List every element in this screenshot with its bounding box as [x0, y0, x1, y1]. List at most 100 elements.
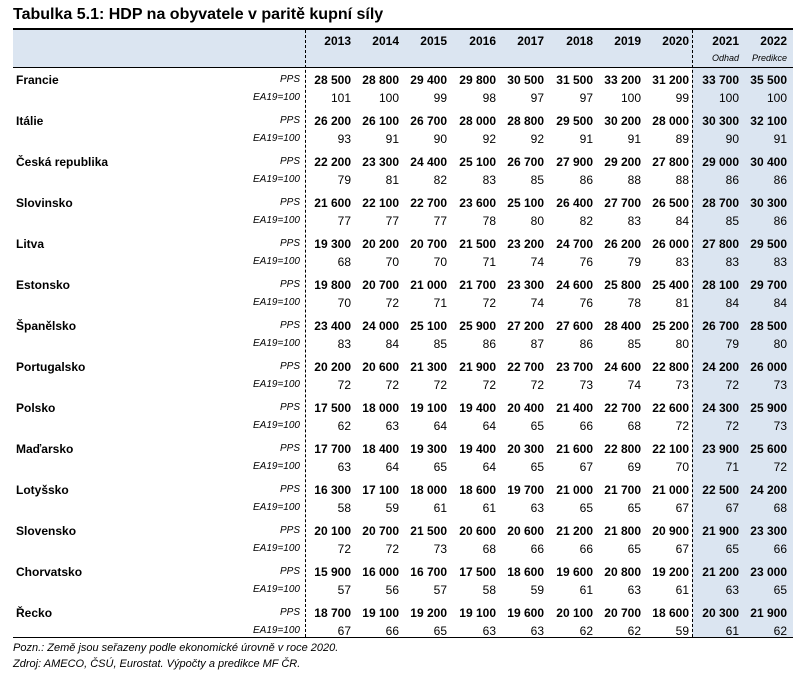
index-value-cell: 64	[433, 419, 447, 433]
pps-value-cell: 28 400	[604, 319, 641, 333]
pps-value-cell: 28 800	[507, 114, 544, 128]
index-value-cell: 83	[675, 255, 689, 269]
country-name: Španělsko	[16, 319, 77, 333]
index-value-cell: 71	[725, 460, 739, 474]
pps-value-cell: 31 500	[556, 73, 593, 87]
pps-value-cell: 21 700	[459, 278, 496, 292]
pps-value-cell: 19 400	[459, 401, 496, 415]
index-value-cell: 72	[675, 419, 689, 433]
unit-label-pps: PPS	[279, 197, 300, 208]
unit-label-index: EA19=100	[253, 502, 300, 513]
pps-value-cell: 21 000	[410, 278, 447, 292]
year-header-2015: 2015	[420, 34, 447, 48]
index-value-cell: 81	[385, 173, 399, 187]
index-value-cell: 66	[579, 542, 593, 556]
unit-label-index: EA19=100	[253, 420, 300, 431]
index-value-cell: 78	[627, 296, 641, 310]
index-value-cell: 73	[773, 378, 787, 392]
pps-value-cell: 24 600	[556, 278, 593, 292]
index-value-cell: 63	[337, 460, 351, 474]
index-value-cell: 67	[725, 501, 739, 515]
index-value-cell: 59	[675, 624, 689, 638]
pps-value-cell: 23 600	[459, 196, 496, 210]
index-value-cell: 91	[627, 132, 641, 146]
index-value-cell: 88	[675, 173, 689, 187]
pps-value-cell: 29 500	[556, 114, 593, 128]
pps-value-cell: 20 600	[459, 524, 496, 538]
pps-value-cell: 20 300	[507, 442, 544, 456]
table-title: Tabulka 5.1: HDP na obyvatele v paritě k…	[13, 6, 384, 23]
pps-value-cell: 29 500	[750, 237, 787, 251]
index-value-cell: 72	[773, 460, 787, 474]
pps-value-cell: 19 100	[362, 606, 399, 620]
unit-label-pps: PPS	[279, 607, 300, 618]
index-value-cell: 64	[385, 460, 399, 474]
index-value-cell: 73	[773, 419, 787, 433]
index-value-cell: 70	[337, 296, 351, 310]
pps-value-cell: 20 300	[702, 606, 739, 620]
country-name: Polsko	[16, 401, 56, 415]
country-name: Slovensko	[16, 524, 77, 538]
unit-label-index: EA19=100	[253, 625, 300, 636]
pps-value-cell: 26 200	[314, 114, 351, 128]
pps-value-cell: 21 600	[314, 196, 351, 210]
pps-value-cell: 19 700	[507, 483, 544, 497]
pps-value-cell: 30 400	[750, 155, 787, 169]
pps-value-cell: 19 800	[314, 278, 351, 292]
index-value-cell: 90	[725, 132, 739, 146]
pps-value-cell: 26 000	[750, 360, 787, 374]
index-value-cell: 85	[530, 173, 544, 187]
pps-value-cell: 27 200	[507, 319, 544, 333]
pps-value-cell: 21 900	[459, 360, 496, 374]
pps-value-cell: 21 200	[556, 524, 593, 538]
unit-label-index: EA19=100	[253, 174, 300, 185]
pps-value-cell: 23 900	[702, 442, 739, 456]
index-value-cell: 58	[482, 583, 496, 597]
year-header-2021: 2021	[712, 34, 739, 48]
pps-value-cell: 22 700	[410, 196, 447, 210]
pps-value-cell: 31 200	[652, 73, 689, 87]
pps-value-cell: 21 800	[604, 524, 641, 538]
year-header-2014: 2014	[372, 34, 399, 48]
index-value-cell: 63	[627, 583, 641, 597]
pps-value-cell: 28 500	[314, 73, 351, 87]
index-value-cell: 64	[482, 419, 496, 433]
pps-value-cell: 18 400	[362, 442, 399, 456]
pps-value-cell: 22 800	[604, 442, 641, 456]
pps-value-cell: 25 400	[652, 278, 689, 292]
pps-value-cell: 25 900	[459, 319, 496, 333]
country-name: Maďarsko	[16, 442, 74, 456]
index-value-cell: 90	[433, 132, 447, 146]
pps-value-cell: 23 300	[750, 524, 787, 538]
pps-value-cell: 27 600	[556, 319, 593, 333]
year-header-2018: 2018	[566, 34, 593, 48]
index-value-cell: 65	[433, 624, 447, 638]
index-value-cell: 86	[725, 173, 739, 187]
index-value-cell: 74	[530, 296, 544, 310]
pps-value-cell: 22 100	[362, 196, 399, 210]
year-header-2013: 2013	[324, 34, 351, 48]
index-value-cell: 78	[482, 214, 496, 228]
pps-value-cell: 29 000	[702, 155, 739, 169]
unit-label-index: EA19=100	[253, 133, 300, 144]
year-header-2020: 2020	[662, 34, 689, 48]
pps-value-cell: 15 900	[314, 565, 351, 579]
pps-value-cell: 20 800	[604, 565, 641, 579]
pps-value-cell: 20 700	[362, 524, 399, 538]
index-value-cell: 68	[482, 542, 496, 556]
unit-label-index: EA19=100	[253, 92, 300, 103]
index-value-cell: 65	[725, 542, 739, 556]
pps-value-cell: 33 700	[702, 73, 739, 87]
index-value-cell: 91	[385, 132, 399, 146]
pps-value-cell: 19 600	[556, 565, 593, 579]
index-value-cell: 101	[330, 91, 351, 105]
index-value-cell: 62	[627, 624, 641, 638]
pps-value-cell: 20 200	[314, 360, 351, 374]
footnote-source: Zdroj: AMECO, ČSÚ, Eurostat. Výpočty a p…	[13, 658, 301, 670]
unit-label-index: EA19=100	[253, 543, 300, 554]
pps-value-cell: 16 300	[314, 483, 351, 497]
unit-label-pps: PPS	[279, 156, 300, 167]
index-value-cell: 97	[579, 91, 593, 105]
pps-value-cell: 29 700	[750, 278, 787, 292]
pps-value-cell: 16 000	[362, 565, 399, 579]
